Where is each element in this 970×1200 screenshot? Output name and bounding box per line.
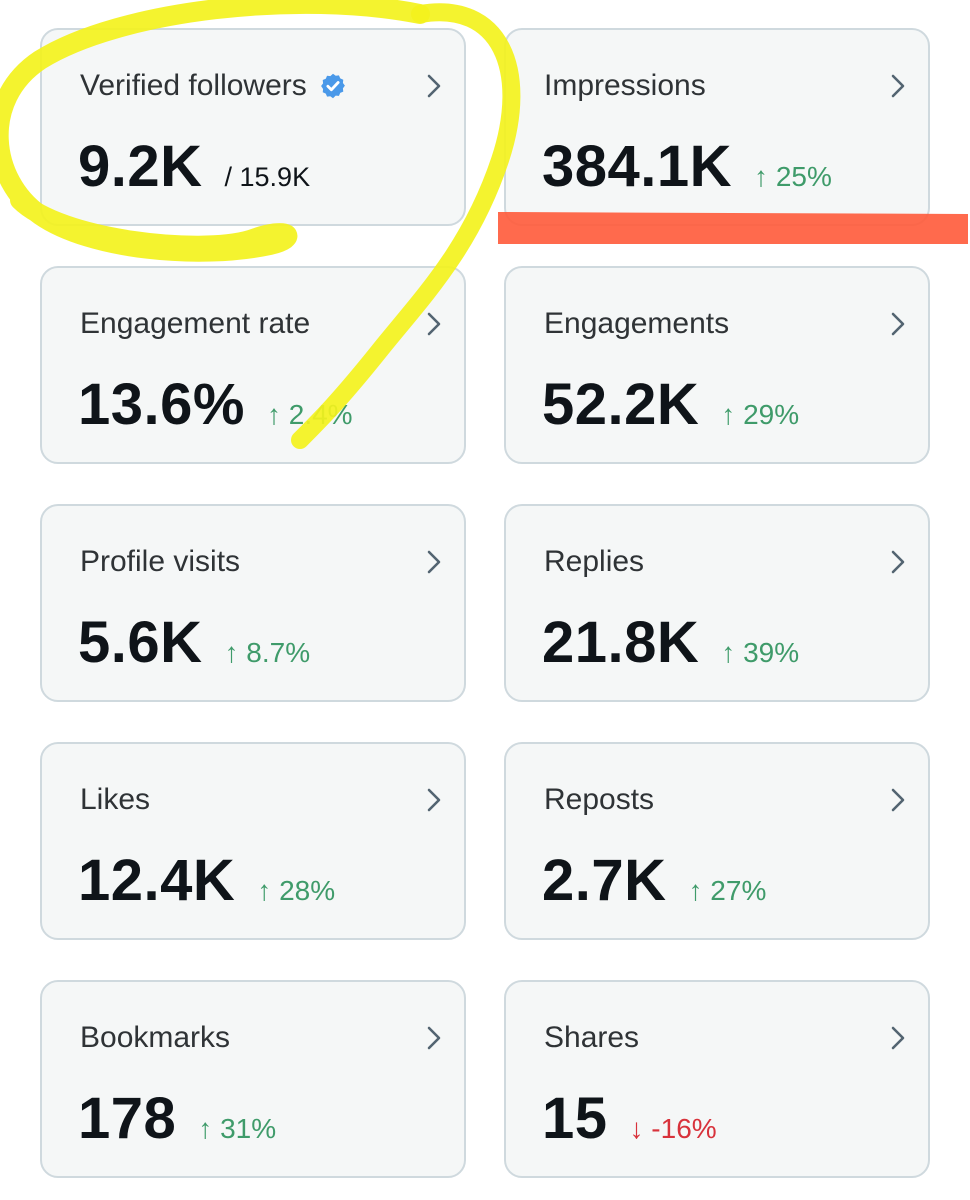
metric-value: 5.6K [78, 610, 203, 675]
metric-value: 15 [542, 1086, 608, 1151]
metric-change: ↑ 39% [721, 637, 799, 669]
chevron-right-icon[interactable] [886, 786, 910, 814]
verified-badge-icon [319, 72, 347, 100]
metric-change: ↑ 25% [754, 161, 832, 193]
metric-change: ↑ 2.4% [267, 399, 353, 431]
arrow-up-icon: ↑ [224, 637, 239, 668]
metric-value: 384.1K [542, 134, 733, 199]
chevron-right-icon[interactable] [886, 1024, 910, 1052]
arrow-up-icon: ↑ [721, 399, 736, 430]
card-replies[interactable]: Replies 21.8K ↑ 39% [504, 504, 930, 702]
card-reposts[interactable]: Reposts 2.7K ↑ 27% [504, 742, 930, 940]
card-bookmarks[interactable]: Bookmarks 178 ↑ 31% [40, 980, 466, 1178]
card-verified-followers[interactable]: Verified followers 9.2K / 15.9K [40, 28, 466, 226]
metric-value: 52.2K [542, 372, 700, 437]
change-percent: -16% [651, 1113, 717, 1144]
change-percent: 8.7% [246, 637, 311, 668]
metric-value: 21.8K [542, 610, 700, 675]
value-row: 384.1K ↑ 25% [542, 134, 832, 200]
metric-change: ↑ 29% [721, 399, 799, 431]
metric-change: ↓ -16% [630, 1113, 717, 1145]
change-percent: 39% [743, 637, 800, 668]
chevron-right-icon[interactable] [422, 548, 446, 576]
change-percent: 31% [220, 1113, 277, 1144]
card-label: Engagements [544, 307, 730, 340]
metric-change: ↑ 8.7% [225, 637, 311, 669]
chevron-right-icon[interactable] [422, 72, 446, 100]
metric-change: ↑ 31% [198, 1113, 276, 1145]
chevron-right-icon[interactable] [886, 72, 910, 100]
change-percent: 27% [710, 875, 767, 906]
arrow-up-icon: ↑ [266, 399, 281, 430]
card-label: Impressions [544, 69, 706, 102]
change-percent: 25% [775, 161, 832, 192]
value-row: 13.6% ↑ 2.4% [78, 372, 353, 438]
arrow-down-icon: ↓ [629, 1113, 644, 1144]
metric-value: 9.2K [78, 134, 203, 199]
metric-total: / 15.9K [224, 162, 311, 192]
card-likes[interactable]: Likes 12.4K ↑ 28% [40, 742, 466, 940]
value-row: 178 ↑ 31% [78, 1086, 276, 1152]
card-engagements[interactable]: Engagements 52.2K ↑ 29% [504, 266, 930, 464]
card-label: Replies [544, 545, 645, 578]
metric-change: ↑ 27% [689, 875, 767, 907]
value-row: 12.4K ↑ 28% [78, 848, 335, 914]
card-label: Bookmarks [80, 1021, 231, 1054]
card-label: Profile visits [80, 545, 241, 578]
metric-value: 178 [78, 1086, 177, 1151]
card-label: Engagement rate [80, 307, 311, 340]
arrow-up-icon: ↑ [754, 161, 769, 192]
change-percent: 29% [743, 399, 800, 430]
card-label: Likes [80, 783, 151, 816]
value-row: 15 ↓ -16% [542, 1086, 717, 1152]
chevron-right-icon[interactable] [886, 310, 910, 338]
value-row: 9.2K / 15.9K [78, 134, 310, 200]
value-row: 52.2K ↑ 29% [542, 372, 799, 438]
arrow-up-icon: ↑ [257, 875, 272, 906]
value-row: 2.7K ↑ 27% [542, 848, 766, 914]
change-percent: 28% [279, 875, 336, 906]
chevron-right-icon[interactable] [422, 1024, 446, 1052]
chevron-right-icon[interactable] [886, 548, 910, 576]
arrow-up-icon: ↑ [198, 1113, 213, 1144]
card-shares[interactable]: Shares 15 ↓ -16% [504, 980, 930, 1178]
value-row: 5.6K ↑ 8.7% [78, 610, 310, 676]
change-percent: 2.4% [288, 399, 353, 430]
card-label: Shares [544, 1021, 640, 1054]
value-row: 21.8K ↑ 39% [542, 610, 799, 676]
card-impressions[interactable]: Impressions 384.1K ↑ 25% [504, 28, 930, 226]
card-label: Reposts [544, 783, 655, 816]
arrow-up-icon: ↑ [688, 875, 703, 906]
card-profile-visits[interactable]: Profile visits 5.6K ↑ 8.7% [40, 504, 466, 702]
card-label-text: Verified followers [80, 69, 307, 102]
metric-value: 13.6% [78, 372, 245, 437]
metric-value: 12.4K [78, 848, 236, 913]
arrow-up-icon: ↑ [721, 637, 736, 668]
card-engagement-rate[interactable]: Engagement rate 13.6% ↑ 2.4% [40, 266, 466, 464]
chevron-right-icon[interactable] [422, 786, 446, 814]
metric-value: 2.7K [542, 848, 667, 913]
chevron-right-icon[interactable] [422, 310, 446, 338]
metric-change: ↑ 28% [257, 875, 335, 907]
card-label: Verified followers [80, 68, 347, 104]
